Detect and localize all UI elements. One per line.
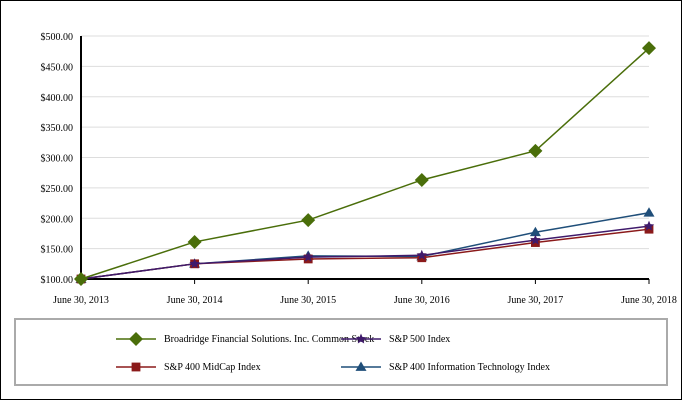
star-marker bbox=[355, 333, 367, 344]
y-tick-label: $250.00 bbox=[41, 184, 74, 195]
y-tick-label: $300.00 bbox=[41, 154, 74, 165]
y-tick-label: $500.00 bbox=[41, 32, 74, 43]
legend-label: S&P 400 MidCap Index bbox=[164, 362, 261, 373]
diamond-marker bbox=[129, 332, 143, 346]
square-marker bbox=[644, 224, 654, 234]
star-marker bbox=[189, 258, 200, 269]
legend-label: S&P 400 Information Technology Index bbox=[389, 362, 550, 373]
triangle-marker bbox=[643, 207, 655, 217]
diamond-marker bbox=[187, 234, 202, 249]
diamond-marker bbox=[528, 143, 543, 158]
square-marker bbox=[131, 362, 141, 372]
diamond-marker bbox=[301, 213, 316, 228]
x-tick-label: June 30, 2016 bbox=[394, 295, 450, 306]
triangle-marker bbox=[355, 361, 367, 371]
y-tick-label: $200.00 bbox=[41, 214, 74, 225]
series-line bbox=[80, 225, 650, 280]
legend-label: Broadridge Financial Solutions. Inc. Com… bbox=[164, 334, 374, 345]
diamond-marker bbox=[414, 172, 429, 187]
y-tick-label: $450.00 bbox=[41, 62, 74, 73]
y-tick-label: $100.00 bbox=[41, 275, 74, 286]
legend-label: S&P 500 Index bbox=[389, 334, 450, 345]
x-tick-label: June 30, 2013 bbox=[53, 295, 109, 306]
x-tick-label: June 30, 2018 bbox=[621, 295, 677, 306]
x-tick-label: June 30, 2015 bbox=[280, 295, 336, 306]
star-marker bbox=[416, 249, 428, 260]
x-tick-label: June 30, 2017 bbox=[507, 295, 563, 306]
series-line bbox=[80, 212, 650, 280]
legend-box bbox=[14, 318, 668, 386]
diamond-marker bbox=[74, 272, 88, 286]
star-marker bbox=[302, 251, 314, 262]
triangle-marker bbox=[529, 226, 541, 237]
y-tick-label: $150.00 bbox=[41, 245, 74, 256]
diamond-marker bbox=[642, 41, 656, 56]
series-line bbox=[80, 47, 650, 280]
x-tick-label: June 30, 2014 bbox=[167, 295, 223, 306]
y-tick-label: $400.00 bbox=[41, 93, 74, 104]
star-marker bbox=[643, 220, 655, 231]
star-marker bbox=[530, 234, 541, 245]
y-tick-label: $350.00 bbox=[41, 123, 74, 134]
